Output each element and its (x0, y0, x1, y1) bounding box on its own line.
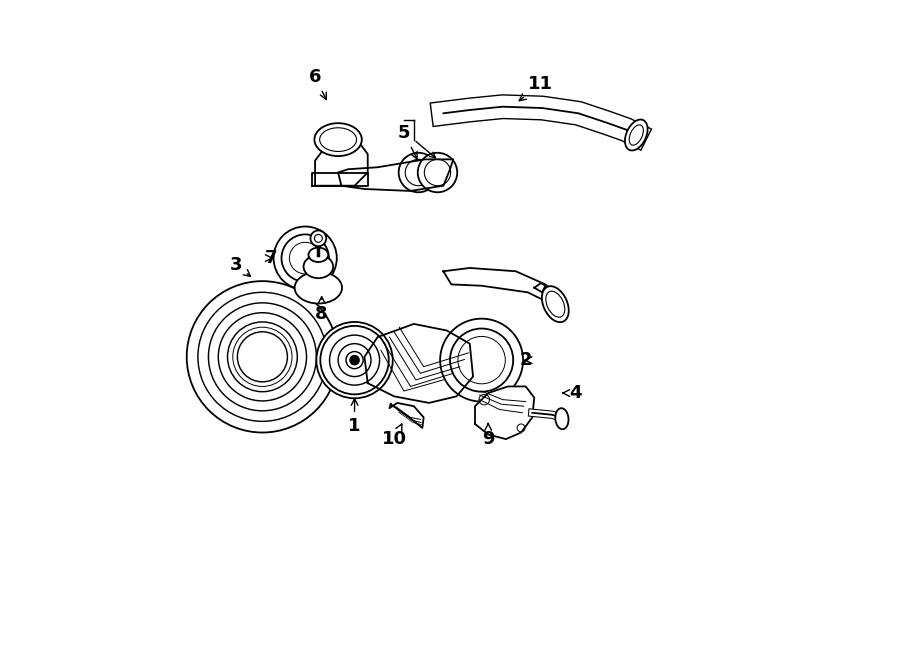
Circle shape (274, 227, 337, 290)
Ellipse shape (625, 120, 648, 151)
Polygon shape (338, 159, 454, 191)
Text: 3: 3 (230, 256, 250, 276)
Circle shape (418, 153, 457, 192)
Circle shape (399, 153, 438, 192)
Text: 5: 5 (398, 124, 417, 159)
Polygon shape (444, 268, 563, 307)
Ellipse shape (303, 255, 333, 278)
Ellipse shape (309, 248, 328, 262)
Text: 9: 9 (482, 424, 494, 448)
Text: 6: 6 (309, 68, 327, 100)
Polygon shape (475, 387, 535, 439)
Circle shape (186, 281, 338, 432)
Ellipse shape (314, 123, 362, 156)
Circle shape (317, 322, 392, 399)
Circle shape (350, 356, 359, 365)
Polygon shape (311, 173, 368, 186)
Circle shape (310, 231, 327, 247)
Polygon shape (364, 324, 473, 403)
Polygon shape (535, 283, 545, 292)
Circle shape (440, 319, 523, 402)
Text: 8: 8 (315, 297, 328, 323)
Text: 1: 1 (348, 399, 361, 435)
Text: 11: 11 (519, 75, 554, 100)
Text: 2: 2 (519, 351, 532, 369)
Text: 10: 10 (382, 424, 407, 448)
Text: 4: 4 (562, 384, 581, 402)
Ellipse shape (294, 272, 342, 303)
Text: 7: 7 (265, 249, 277, 267)
Polygon shape (390, 403, 424, 428)
Ellipse shape (542, 286, 569, 322)
Ellipse shape (555, 408, 569, 429)
Polygon shape (315, 136, 368, 186)
Circle shape (320, 326, 389, 395)
